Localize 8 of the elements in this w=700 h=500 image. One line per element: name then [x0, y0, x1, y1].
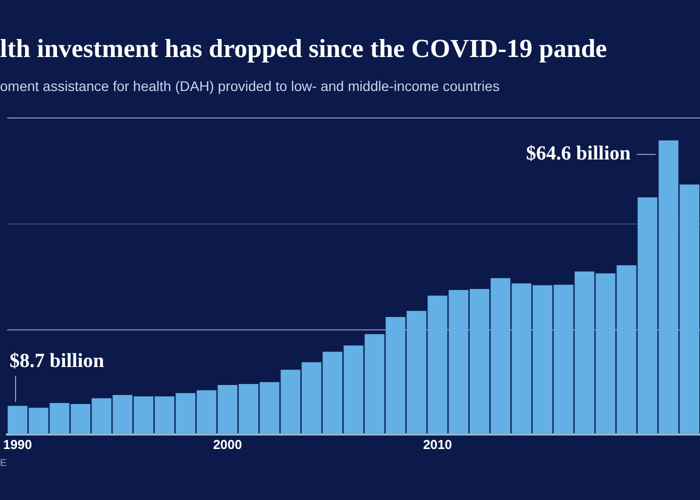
x-tick-label: 1990	[3, 436, 32, 452]
data-label: $8.7 billion	[10, 350, 104, 372]
chart-subtitle: oment assistance for health (DAH) provided to low- and middle-income countries	[0, 78, 500, 94]
x-tick-label: 2000	[213, 436, 242, 452]
text: E	[0, 458, 7, 469]
x-tick-label: 2010	[423, 436, 452, 452]
chart-title: lth investment has dropped since the COVID-19 pande	[0, 34, 607, 64]
data-label: $64.6 billion	[526, 142, 631, 164]
